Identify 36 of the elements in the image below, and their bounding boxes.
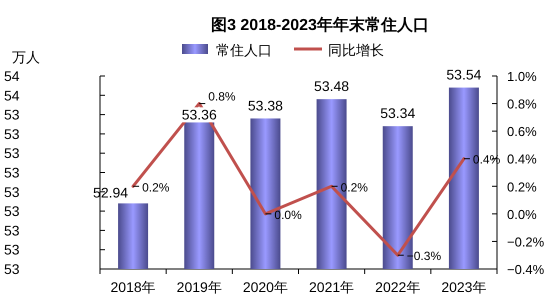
y2-tick-label: 0.6% [507,124,538,140]
y-tick-label: 54 [4,68,20,84]
x-tick-label: 2023年 [441,279,486,295]
y-tick-label: 53 [4,203,20,220]
y-tick-label: 53 [4,261,20,277]
chart-title: 图3 2018-2023年年末常住人口 [211,16,429,34]
x-tick-label: 2022年 [375,279,420,295]
data-label: 53.48 [314,78,350,94]
y2-tick-label: 0.0% [507,206,538,222]
data-label: 0.2% [142,180,170,194]
y2-tick-label: −0.2% [507,234,545,250]
data-label: 53.36 [182,106,217,122]
data-label: 53.34 [380,105,416,122]
y-tick-label: 54 [4,87,20,104]
x-tick-label: 2020年 [242,279,288,295]
x-tick-label: 2019年 [176,279,222,295]
y2-tick-label: 0.8% [507,96,538,112]
y2-tick-label: 0.2% [507,179,538,194]
y-tick-label: 53 [4,126,20,142]
y-axis-title: 万人 [12,49,40,65]
y-tick-label: 53 [4,164,20,180]
y-tick-label: 53 [4,222,20,238]
legend-label: 常住人口 [216,42,272,58]
x-tick-label: 2018年 [110,279,156,295]
y2-tick-label: 1.0% [507,69,538,84]
y-tick-label: 53 [4,145,20,162]
y-tick-label: 53 [4,106,20,123]
data-label: 53.54 [446,66,482,83]
legend-label: 同比增长 [328,42,384,58]
y-tick-label: 53 [4,242,20,258]
data-label: 53.38 [248,97,284,114]
y2-tick-label: 0.4% [507,152,538,167]
data-label: 0.8% [208,90,236,104]
y-tick-label: 53 [4,184,20,200]
y2-tick-label: −0.4% [507,262,545,277]
x-tick-label: 2021年 [309,279,354,295]
